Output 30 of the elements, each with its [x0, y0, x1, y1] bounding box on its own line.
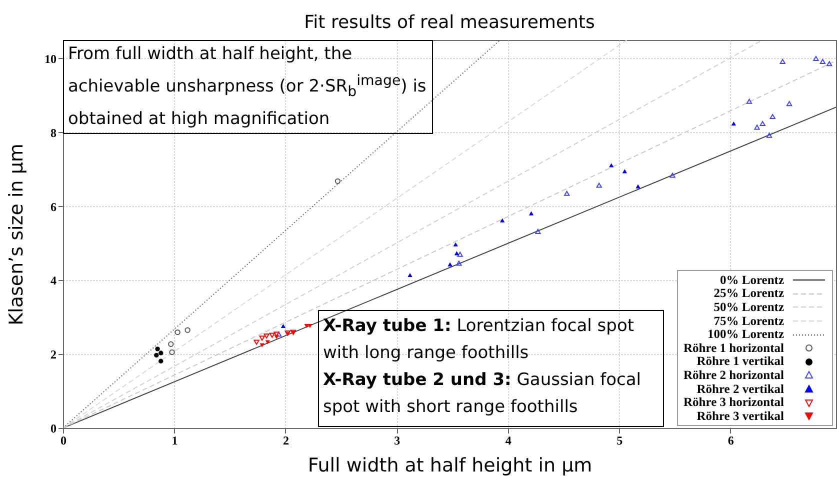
- x-tick-label: 3: [394, 434, 400, 448]
- y-tick-label: 0: [50, 422, 56, 436]
- legend-label: Röhre 2 horizontal: [684, 368, 784, 383]
- legend-label: 25% Lorentz: [714, 286, 784, 302]
- x-tick-label: 4: [505, 434, 512, 448]
- legend-label: Röhre 3 horizontal: [684, 395, 784, 410]
- legend-label: Röhre 1 horizontal: [684, 340, 784, 356]
- legend-label: 50% Lorentz: [714, 300, 784, 315]
- y-tick-label: 2: [50, 348, 56, 362]
- x-tick-label: 6: [728, 434, 734, 448]
- legend-label: 75% Lorentz: [714, 314, 784, 329]
- y-tick-label: 4: [50, 274, 56, 288]
- chart-title: Fit results of real measurements: [304, 12, 595, 33]
- y-tick-label: 8: [50, 126, 56, 140]
- annotation: X-Ray tube 1: Lorentzian focal spot with long range foothills: [323, 315, 636, 365]
- x-tick-label: 2: [282, 434, 289, 448]
- legend-label: Röhre 2 vertikal: [696, 382, 784, 397]
- x-tick-label: 5: [616, 434, 623, 448]
- y-tick-label: 6: [50, 200, 56, 214]
- legend-label: Röhre 3 vertikal: [696, 408, 784, 424]
- legend-label: 0% Lorentz: [720, 272, 784, 288]
- x-tick-label: 1: [172, 434, 178, 448]
- x-tick-label: 0: [60, 434, 66, 448]
- annotation: X-Ray tube 2 und 3: Gaussian focal spot with short range foothills: [323, 369, 642, 419]
- legend-label: Röhre 1 vertikal: [696, 354, 784, 370]
- text: From full width at half height, the achievable unsharpness (or 2·SR$_{b}$$^{image}$) is obtained at high magnification: [68, 44, 426, 130]
- y-axis-title: Klasen’s size in µm: [6, 144, 28, 326]
- y-tick-label: 10: [44, 52, 56, 66]
- legend-label: 100% Lorentz: [708, 327, 784, 342]
- x-axis-title: Full width at half height in µm: [308, 454, 592, 476]
